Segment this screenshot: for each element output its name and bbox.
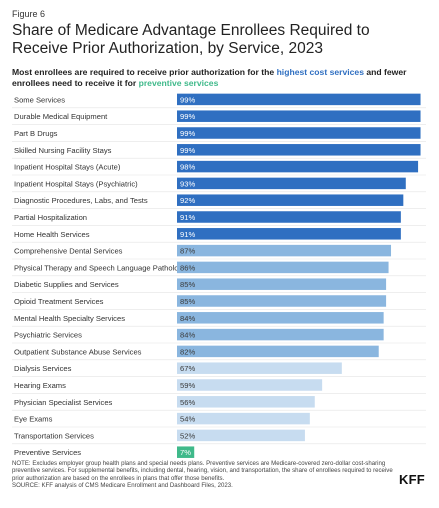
- data-label: 7%: [180, 448, 191, 457]
- data-label: 99%: [180, 95, 195, 104]
- bar: [177, 312, 384, 324]
- bar: [177, 110, 421, 122]
- category-label: Physical Therapy and Speech Language Pat…: [14, 263, 187, 272]
- data-label: 87%: [180, 247, 195, 256]
- data-label: 92%: [180, 196, 195, 205]
- bar: [177, 328, 384, 341]
- category-label: Comprehensive Dental Services: [14, 247, 123, 256]
- bar: [177, 160, 419, 173]
- chart-title: Share of Medicare Advantage Enrollees Re…: [12, 22, 370, 57]
- bar: [177, 261, 389, 274]
- category-label: Inpatient Hospital Stays (Psychiatric): [14, 179, 138, 188]
- data-label: 54%: [180, 415, 195, 424]
- data-label: 91%: [180, 230, 195, 239]
- bar: [177, 228, 401, 240]
- data-label: 99%: [180, 129, 195, 138]
- data-label: 56%: [180, 398, 195, 407]
- note-text: NOTE: Excludes employer group health pla…: [12, 460, 393, 482]
- data-label: 85%: [180, 297, 195, 306]
- category-label: Durable Medical Equipment: [14, 112, 108, 121]
- category-label: Skilled Nursing Facility Stays: [14, 146, 112, 155]
- bar: [177, 194, 404, 206]
- data-label: 91%: [180, 213, 195, 222]
- data-label: 98%: [180, 163, 195, 172]
- category-label: Transportation Services: [14, 431, 94, 440]
- data-label: 85%: [180, 280, 195, 289]
- subtitle-text-2: and fewer enrollees need to receive it f…: [12, 67, 407, 88]
- data-label: 86%: [180, 263, 195, 272]
- data-label: 99%: [180, 112, 195, 121]
- category-label: Diabetic Supplies and Services: [14, 280, 119, 289]
- bar: [177, 362, 342, 374]
- bar: [177, 144, 421, 156]
- bar: [177, 379, 323, 391]
- category-label: Home Health Services: [14, 230, 90, 239]
- data-label: 84%: [180, 314, 195, 323]
- source-text: SOURCE: KFF analysis of CMS Medicare Enr…: [12, 482, 233, 490]
- category-label: Diagnostic Procedures, Labs, and Tests: [14, 196, 148, 205]
- data-label: 99%: [180, 146, 195, 155]
- bar: [177, 396, 315, 408]
- bar: [177, 93, 421, 106]
- subtitle-highlight-preventive: preventive services: [138, 78, 219, 88]
- chart-subtitle: Most enrollees are required to receive p…: [12, 67, 427, 89]
- category-label: Partial Hospitalization: [14, 213, 87, 222]
- bar: [177, 429, 305, 442]
- category-label: Inpatient Hospital Stays (Acute): [14, 163, 121, 172]
- data-label: 52%: [180, 431, 195, 440]
- category-label: Mental Health Specialty Services: [14, 314, 125, 323]
- category-label: Some Services: [14, 95, 65, 104]
- category-label: Eye Exams: [14, 415, 53, 424]
- bar: [177, 345, 379, 358]
- category-label: Opioid Treatment Services: [14, 297, 104, 306]
- bar: [177, 211, 401, 223]
- bar: [177, 278, 387, 290]
- category-label: Dialysis Services: [14, 364, 72, 373]
- bar: [177, 177, 406, 190]
- category-label: Hearing Exams: [14, 381, 66, 390]
- category-label: Outpatient Substance Abuse Services: [14, 347, 142, 356]
- chart-notes: NOTE: Excludes employer group health pla…: [12, 460, 395, 490]
- bar: [177, 127, 421, 139]
- bar: [177, 412, 310, 425]
- data-label: 82%: [180, 347, 195, 356]
- kff-logo: KFF: [399, 472, 425, 487]
- bar-chart: Some Services 99% Durable Medical Equipmen…: [12, 93, 426, 458]
- subtitle-highlight-cost: highest cost services: [276, 67, 364, 77]
- data-label: 67%: [180, 364, 195, 373]
- category-label: Part B Drugs: [14, 129, 58, 138]
- data-label: 59%: [180, 381, 195, 390]
- figure-label: Figure 6: [12, 9, 46, 19]
- subtitle-text-1: Most enrollees are required to receive p…: [12, 67, 277, 77]
- bar: [177, 446, 195, 458]
- category-label: Preventive Services: [14, 448, 81, 457]
- bar: [177, 244, 392, 257]
- category-label: Physician Specialist Services: [14, 398, 113, 407]
- data-label: 93%: [180, 179, 195, 188]
- category-label: Psychiatric Services: [14, 331, 82, 340]
- bar: [177, 295, 387, 307]
- data-label: 84%: [180, 331, 195, 340]
